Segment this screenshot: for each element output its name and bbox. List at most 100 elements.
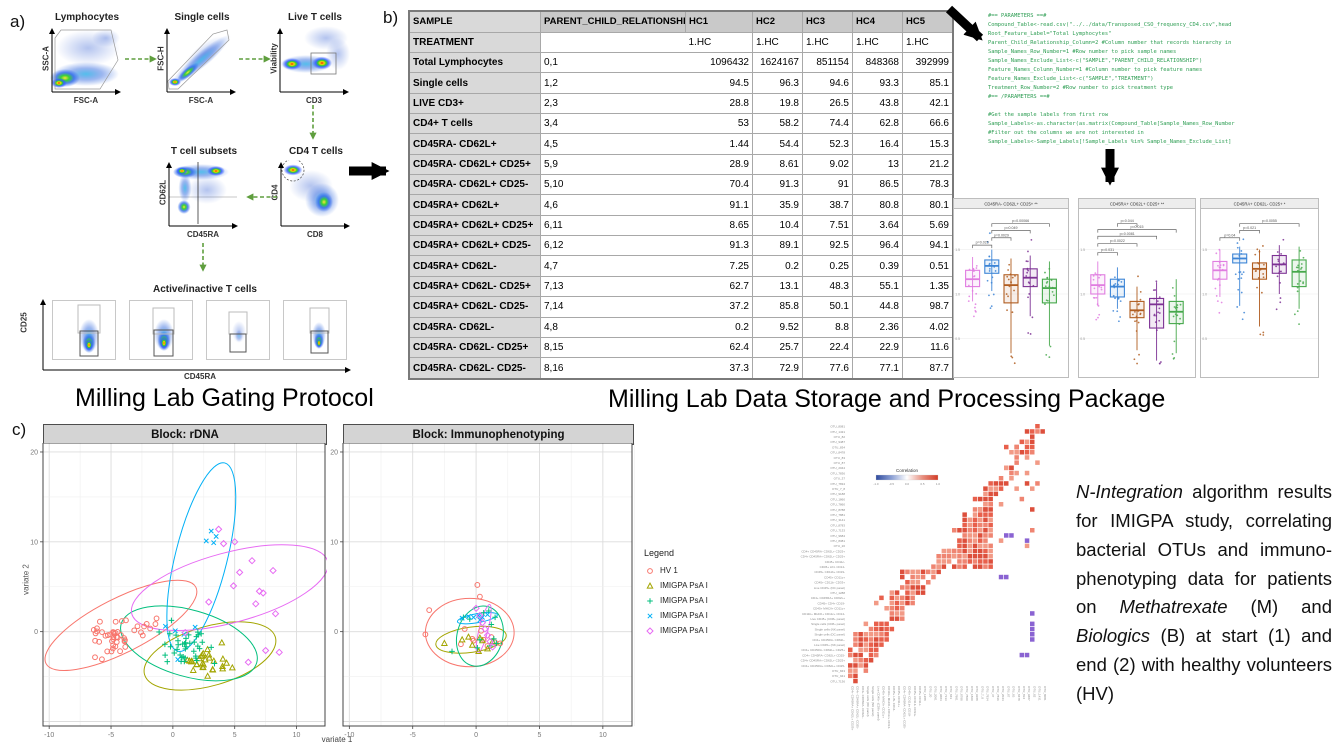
legend-entry-label: IMIGPA PsA I bbox=[660, 581, 708, 590]
flow-plot-t-cell-subsets: T cell subsets CD62L CD45RA bbox=[147, 146, 247, 241]
legend-title: Legend bbox=[644, 548, 675, 558]
circle-marker-icon bbox=[647, 567, 653, 574]
svg-text:10: 10 bbox=[30, 539, 38, 546]
svg-text:Correlation: Correlation bbox=[896, 468, 919, 473]
x-axis-label: FSC-A bbox=[188, 96, 214, 105]
cell-value: 37.3 bbox=[685, 357, 753, 380]
svg-text:CD45RA+ CD62L- CD25+ *: CD45RA+ CD62L- CD25+ * bbox=[1234, 202, 1286, 207]
row-label: CD45RA+ CD62L+ bbox=[408, 194, 541, 216]
description-segment: (M) and bbox=[1227, 596, 1332, 618]
cell-value: 93.3 bbox=[852, 72, 903, 94]
svg-text:10: 10 bbox=[293, 732, 301, 739]
svg-text:10: 10 bbox=[599, 732, 607, 739]
cell-value: 3.64 bbox=[852, 214, 903, 237]
row-label: CD45RA+ CD62L- CD25+ bbox=[408, 275, 541, 298]
cell-value: 8,15 bbox=[540, 336, 686, 359]
svg-text:CD45+ CD11b+ CD19-: CD45+ CD11b+ CD19- bbox=[814, 570, 845, 574]
cell-value: 11.6 bbox=[902, 336, 954, 359]
svg-text:Live CD45+ (NK panel): Live CD45+ (NK panel) bbox=[814, 643, 845, 647]
svg-text:OTU_1860: OTU_1860 bbox=[830, 497, 845, 501]
svg-text:OTU_37: OTU_37 bbox=[991, 686, 995, 698]
svg-text:CD4+ CD45RA- CD62L+ CD25+: CD4+ CD45RA- CD62L+ CD25+ bbox=[801, 549, 845, 553]
svg-text:CD4+ CD45RA+ CD62L+ CD25+: CD4+ CD45RA+ CD62L+ CD25+ bbox=[801, 659, 846, 663]
column-header: HC4 bbox=[852, 10, 903, 33]
svg-text:5: 5 bbox=[233, 732, 237, 739]
svg-text:OTU_1431: OTU_1431 bbox=[1038, 686, 1042, 701]
svg-text:CD45+ LIN- CD14-: CD45+ LIN- CD14- bbox=[820, 565, 845, 569]
svg-text:CD11b+ MHCII+ CD11c+ CD14-: CD11b+ MHCII+ CD11c+ CD14- bbox=[887, 686, 891, 729]
row-label: CD45RA+ CD62L+ CD25- bbox=[408, 235, 541, 257]
cell-value: 4,6 bbox=[540, 194, 686, 216]
arrow-gating-to-table bbox=[349, 162, 390, 180]
density-plot bbox=[166, 162, 238, 229]
svg-text:OTU_834: OTU_834 bbox=[1022, 686, 1026, 699]
active-inactive-title: Active/inactive T cells bbox=[153, 284, 257, 295]
x-marker-icon bbox=[647, 612, 653, 619]
svg-text:0: 0 bbox=[474, 732, 478, 739]
cell-value: 2.36 bbox=[852, 316, 903, 338]
row-label: Single cells bbox=[408, 72, 541, 94]
arrow-lymphocytes-to-single bbox=[125, 55, 157, 63]
svg-text:20: 20 bbox=[330, 449, 338, 456]
cell-value: 92.5 bbox=[802, 235, 853, 257]
row-label: Total Lymphocytes bbox=[408, 52, 541, 74]
cell-value: 0,1 bbox=[540, 52, 686, 74]
flow-plot-title: T cell subsets bbox=[170, 146, 238, 157]
cell-value: 53 bbox=[685, 113, 753, 135]
svg-text:10: 10 bbox=[330, 539, 338, 546]
svg-text:CD4+ CD45RA+ CD62L+: CD4+ CD45RA+ CD62L+ bbox=[811, 596, 845, 600]
density-plot-active-1 bbox=[52, 300, 116, 360]
flow-plot-lymphocytes: Lymphocytes SSC-A FSC-A bbox=[30, 12, 130, 107]
cell-value: 7,14 bbox=[540, 296, 686, 318]
description-segment: Methatrexate bbox=[1119, 596, 1228, 618]
arrow-subsets-to-active bbox=[199, 243, 207, 272]
svg-text:OTU_83: OTU_83 bbox=[834, 456, 846, 460]
flow-plot-single-cells: Single cells FSC-H FSC-A bbox=[145, 12, 245, 107]
table-row: CD45RA- CD62L+ CD25+ 5,9 28.9 8.61 9.02 13 21.… bbox=[408, 153, 954, 176]
cell-value: 1.HC bbox=[752, 31, 803, 54]
table-row: CD45RA+ CD62L+ CD25- 6,12 91.3 89.1 92.5 96.4… bbox=[408, 235, 954, 257]
svg-text:CD45+ CD4+ CD19-: CD45+ CD4+ CD19- bbox=[817, 601, 845, 605]
svg-text:OTU_941: OTU_941 bbox=[832, 674, 845, 678]
svg-text:OTU_7836: OTU_7836 bbox=[996, 686, 1000, 701]
svg-text:OTU_82: OTU_82 bbox=[834, 435, 846, 439]
cell-value: 55.1 bbox=[852, 275, 903, 298]
cell-value: 8.61 bbox=[752, 153, 803, 176]
svg-text:Single cells (DC panel): Single cells (DC panel) bbox=[814, 633, 845, 637]
cell-value: 22.4 bbox=[802, 336, 853, 359]
cell-value: 8.65 bbox=[685, 214, 753, 237]
svg-text:CD4+ CD45RA- CD62L+ CD25+: CD4+ CD45RA- CD62L+ CD25+ bbox=[801, 648, 845, 652]
row-label: CD4+ T cells bbox=[408, 113, 541, 135]
svg-text:CD45+ CD11c-: CD45+ CD11c- bbox=[918, 686, 922, 706]
x-axis-label: FSC-A bbox=[73, 96, 99, 105]
density-plot bbox=[164, 28, 236, 95]
cell-value: 19.8 bbox=[752, 92, 803, 115]
cell-value: 80.8 bbox=[852, 194, 903, 216]
cell-value: 58.2 bbox=[752, 113, 803, 135]
row-label: CD45RA- CD62L- CD25- bbox=[408, 357, 541, 380]
svg-text:OTU_9188: OTU_9188 bbox=[830, 492, 845, 496]
density-plot bbox=[278, 160, 350, 229]
svg-text:OTU_7860: OTU_7860 bbox=[830, 503, 845, 507]
svg-text:1.0: 1.0 bbox=[1080, 293, 1085, 297]
cell-value: 91.3 bbox=[752, 174, 803, 196]
column-header: HC2 bbox=[752, 10, 803, 33]
cell-value: 0.51 bbox=[902, 255, 954, 277]
svg-text:CD45+ LIN- CD14-: CD45+ LIN- CD14- bbox=[892, 686, 896, 711]
x-axis-label: CD8 bbox=[306, 230, 323, 239]
cell-value: 1.HC bbox=[685, 31, 753, 54]
table-row: CD4+ T cells 3,4 53 58.2 74.4 62.8 66.6 bbox=[408, 113, 954, 135]
svg-text:OTU_9188: OTU_9188 bbox=[975, 686, 979, 701]
cell-value: 85.8 bbox=[752, 296, 803, 318]
svg-text:CD45+ MHCII+ CD11c+: CD45+ MHCII+ CD11c+ bbox=[813, 607, 845, 611]
variate1-axis-label: variate 1 bbox=[321, 735, 353, 744]
cell-value: 37.2 bbox=[685, 296, 753, 318]
svg-text:0.5: 0.5 bbox=[920, 482, 925, 486]
svg-text:OTU_8783: OTU_8783 bbox=[830, 523, 845, 527]
scatter-plot-immunophenotyping: -10 -5 0 5 10 0 10 20 bbox=[330, 443, 635, 739]
legend-entry: IMIGPA PsA I bbox=[644, 578, 708, 593]
cell-value: 1.HC bbox=[802, 31, 853, 54]
density-plot bbox=[277, 26, 350, 95]
panel-a-caption: Milling Lab Gating Protocol bbox=[75, 384, 374, 412]
svg-text:CD4+ CD45RA+ CD62L+ CD25+: CD4+ CD45RA+ CD62L+ CD25+ bbox=[801, 555, 846, 559]
